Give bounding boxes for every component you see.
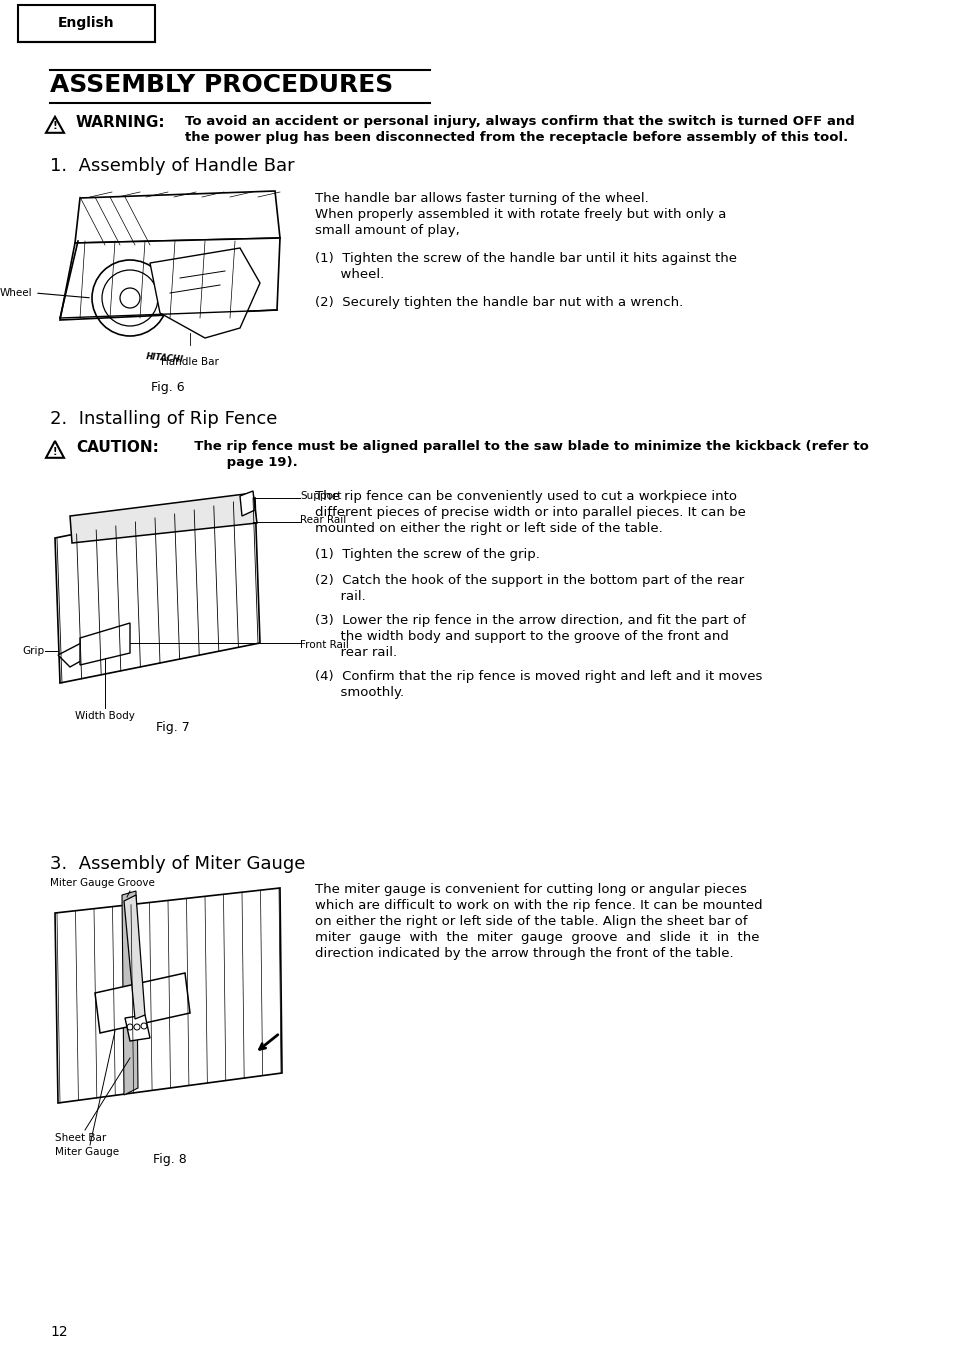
Text: Miter Gauge: Miter Gauge bbox=[55, 1147, 119, 1156]
Text: Grip: Grip bbox=[23, 646, 45, 657]
Text: When properly assembled it with rotate freely but with only a: When properly assembled it with rotate f… bbox=[314, 208, 725, 222]
Polygon shape bbox=[55, 499, 260, 684]
Text: miter  gauge  with  the  miter  gauge  groove  and  slide  it  in  the: miter gauge with the miter gauge groove … bbox=[314, 931, 759, 944]
Text: Rear Rail: Rear Rail bbox=[299, 515, 346, 526]
Text: English: English bbox=[58, 16, 114, 31]
Polygon shape bbox=[58, 640, 95, 667]
Text: Support: Support bbox=[299, 490, 341, 501]
Text: HITACHI: HITACHI bbox=[146, 351, 184, 365]
Polygon shape bbox=[55, 888, 282, 1102]
Text: The rip fence can be conveniently used to cut a workpiece into: The rip fence can be conveniently used t… bbox=[314, 490, 737, 503]
Bar bbox=[18, 5, 154, 42]
Text: 12: 12 bbox=[50, 1325, 68, 1339]
Text: mounted on either the right or left side of the table.: mounted on either the right or left side… bbox=[314, 521, 662, 535]
Text: small amount of play,: small amount of play, bbox=[314, 224, 459, 236]
Polygon shape bbox=[80, 623, 130, 665]
Text: The miter gauge is convenient for cutting long or angular pieces: The miter gauge is convenient for cuttin… bbox=[314, 884, 746, 896]
Text: !: ! bbox=[52, 447, 57, 457]
Text: (1)  Tighten the screw of the grip.: (1) Tighten the screw of the grip. bbox=[314, 549, 539, 561]
Text: 3.  Assembly of Miter Gauge: 3. Assembly of Miter Gauge bbox=[50, 855, 305, 873]
Text: 1.  Assembly of Handle Bar: 1. Assembly of Handle Bar bbox=[50, 157, 294, 176]
Text: 2.  Installing of Rip Fence: 2. Installing of Rip Fence bbox=[50, 409, 277, 428]
Polygon shape bbox=[124, 894, 145, 1019]
Text: CAUTION:: CAUTION: bbox=[76, 440, 159, 455]
Text: (4)  Confirm that the rip fence is moved right and left and it moves: (4) Confirm that the rip fence is moved … bbox=[314, 670, 761, 684]
Text: the width body and support to the groove of the front and: the width body and support to the groove… bbox=[314, 630, 728, 643]
Polygon shape bbox=[150, 249, 260, 338]
Polygon shape bbox=[95, 973, 190, 1034]
Text: Wheel: Wheel bbox=[0, 288, 32, 299]
Polygon shape bbox=[60, 238, 280, 320]
Text: ASSEMBLY PROCEDURES: ASSEMBLY PROCEDURES bbox=[50, 73, 393, 97]
Text: Fig. 8: Fig. 8 bbox=[153, 1152, 187, 1166]
Text: wheel.: wheel. bbox=[314, 267, 384, 281]
Text: the power plug has been disconnected from the receptacle before assembly of this: the power plug has been disconnected fro… bbox=[185, 131, 847, 145]
Text: rear rail.: rear rail. bbox=[314, 646, 396, 659]
Text: Front Rail: Front Rail bbox=[299, 640, 349, 650]
Text: direction indicated by the arrow through the front of the table.: direction indicated by the arrow through… bbox=[314, 947, 733, 961]
Polygon shape bbox=[240, 490, 254, 516]
Text: (2)  Securely tighten the handle bar nut with a wrench.: (2) Securely tighten the handle bar nut … bbox=[314, 296, 682, 309]
Text: Handle Bar: Handle Bar bbox=[161, 357, 218, 367]
Text: Width Body: Width Body bbox=[75, 711, 134, 721]
Text: (1)  Tighten the screw of the handle bar until it hits against the: (1) Tighten the screw of the handle bar … bbox=[314, 253, 737, 265]
Text: To avoid an accident or personal injury, always confirm that the switch is turne: To avoid an accident or personal injury,… bbox=[185, 115, 854, 128]
Text: The rip fence must be aligned parallel to the saw blade to minimize the kickback: The rip fence must be aligned parallel t… bbox=[185, 440, 868, 453]
Text: on either the right or left side of the table. Align the sheet bar of: on either the right or left side of the … bbox=[314, 915, 747, 928]
Text: rail.: rail. bbox=[314, 590, 365, 603]
Text: (2)  Catch the hook of the support in the bottom part of the rear: (2) Catch the hook of the support in the… bbox=[314, 574, 743, 586]
Text: !: ! bbox=[52, 120, 57, 131]
Polygon shape bbox=[75, 190, 280, 243]
Text: WARNING:: WARNING: bbox=[76, 115, 166, 130]
Text: Fig. 6: Fig. 6 bbox=[151, 381, 184, 394]
Text: which are difficult to work on with the rip fence. It can be mounted: which are difficult to work on with the … bbox=[314, 898, 761, 912]
Text: smoothly.: smoothly. bbox=[314, 686, 404, 698]
Text: Miter Gauge Groove: Miter Gauge Groove bbox=[50, 878, 154, 888]
Text: page 19).: page 19). bbox=[185, 457, 297, 469]
Text: The handle bar allows faster turning of the wheel.: The handle bar allows faster turning of … bbox=[314, 192, 648, 205]
Text: different pieces of precise width or into parallel pieces. It can be: different pieces of precise width or int… bbox=[314, 507, 745, 519]
Text: (3)  Lower the rip fence in the arrow direction, and fit the part of: (3) Lower the rip fence in the arrow dir… bbox=[314, 613, 745, 627]
Polygon shape bbox=[70, 493, 256, 543]
Polygon shape bbox=[125, 1015, 150, 1042]
Polygon shape bbox=[122, 892, 138, 1096]
Text: Fig. 7: Fig. 7 bbox=[155, 721, 190, 734]
Text: Sheet Bar: Sheet Bar bbox=[55, 1133, 106, 1143]
